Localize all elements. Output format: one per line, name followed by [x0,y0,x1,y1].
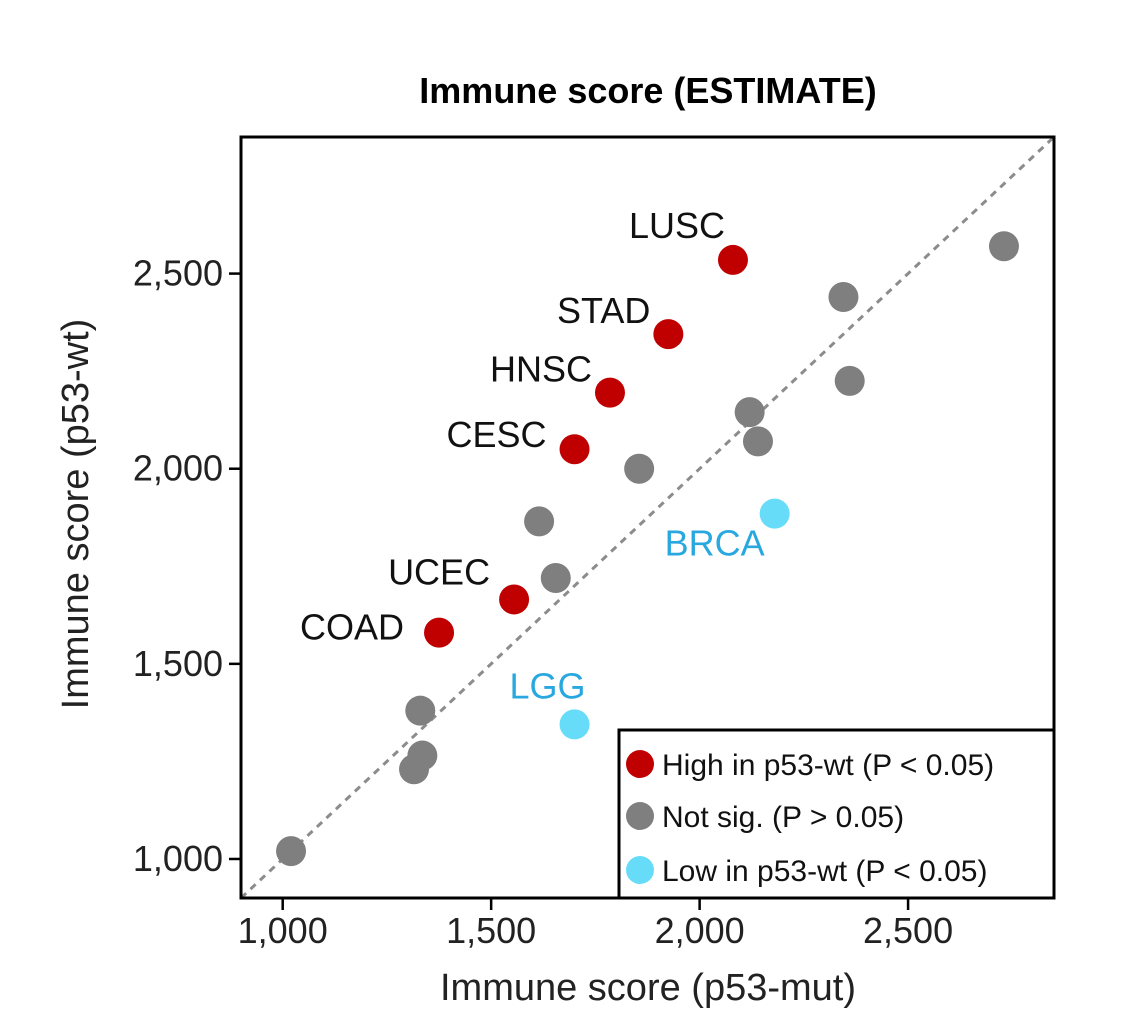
data-point-high [717,244,748,275]
legend-marker-high [626,750,654,778]
legend: High in p53-wt (P < 0.05) Not sig. (P > 0… [617,728,1056,900]
data-point-high [499,584,530,615]
legend-label-low: Low in p53-wt (P < 0.05) [662,855,987,888]
x-tick-label: 2,500 [863,910,953,951]
x-axis-title: Immune score (p53-mut) [440,967,856,1009]
data-point-not_sig [734,397,765,428]
data-point-high [559,434,590,465]
data-point-not_sig [742,426,773,457]
data-point-not_sig [405,695,436,726]
data-point-low [759,498,790,529]
data-point-high [594,377,625,408]
point-label-hnsc: HNSC [490,349,592,390]
y-tick-label: 2,000 [133,448,223,489]
plot-area: 1,000 1,500 2,000 2,500 1,000 1,500 2,000 2,500… [133,135,1056,951]
point-label-lgg: LGG [510,665,586,706]
legend-label-high: High in p53-wt (P < 0.05) [662,749,994,782]
x-tick-label: 2,000 [655,910,745,951]
point-label-stad: STAD [557,290,650,331]
data-point-not_sig [276,836,307,867]
data-point-not_sig [540,562,571,593]
y-tick-label: 1,500 [133,643,223,684]
point-label-ucec: UCEC [388,551,490,592]
data-point-not_sig [988,231,1019,262]
data-points: LUSC STAD HNSC CESC UCEC COAD BRCA LGG [276,205,1019,867]
data-point-high [653,319,684,350]
legend-marker-not_sig [626,802,654,830]
data-point-not_sig [524,506,555,537]
legend-marker-low [626,856,654,884]
point-label-brca: BRCA [665,523,765,564]
y-axis-title: Immune score (p53-wt) [55,319,97,710]
chart-title: Immune score (ESTIMATE) [419,70,876,111]
data-point-not_sig [399,754,430,785]
data-point-not_sig [624,453,655,484]
point-label-lusc: LUSC [629,205,725,246]
point-label-coad: COAD [300,607,404,648]
reference-line-y-equals-x [239,135,1056,900]
point-label-cesc: CESC [447,414,547,455]
data-point-not_sig [828,282,859,313]
data-point-low [559,709,590,740]
legend-box [617,728,1056,900]
legend-label-not_sig: Not sig. (P > 0.05) [662,801,904,834]
y-tick-label: 1,000 [133,838,223,879]
x-tick-label: 1,000 [238,910,328,951]
x-tick-label: 1,500 [446,910,536,951]
data-point-not_sig [834,365,865,396]
y-tick-label: 2,500 [133,253,223,294]
data-point-high [424,617,455,648]
